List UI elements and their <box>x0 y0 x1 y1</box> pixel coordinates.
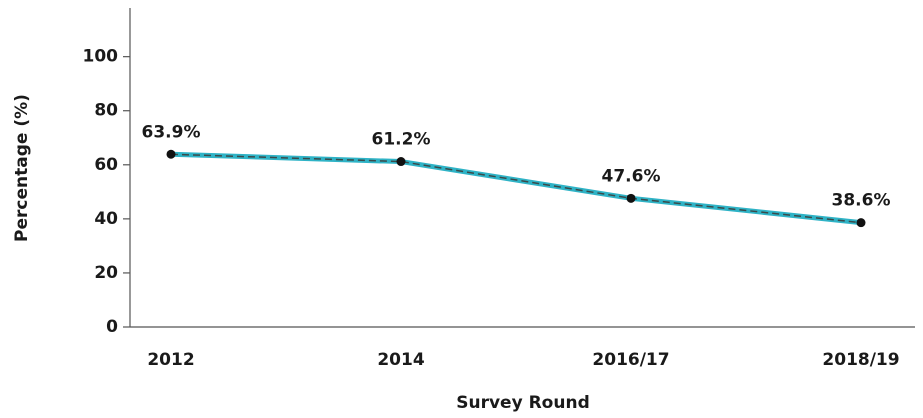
data-label: 47.6% <box>602 166 661 186</box>
x-axis-label: Survey Round <box>456 393 590 413</box>
marker <box>396 157 406 167</box>
x-tick-label: 2014 <box>377 350 424 370</box>
line-dash <box>170 153 862 224</box>
data-label: 63.9% <box>142 122 201 142</box>
y-axis-label: Percentage (%) <box>12 94 32 242</box>
marker <box>856 218 866 228</box>
data-label: 38.6% <box>832 191 891 211</box>
x-tick-label: 2012 <box>147 350 194 370</box>
y-tick-label: 60 <box>94 155 118 175</box>
x-tick-label: 2018/19 <box>822 350 899 370</box>
y-tick-label: 20 <box>94 263 118 283</box>
y-tick-label: 80 <box>94 101 118 121</box>
line <box>170 151 862 226</box>
y-tick-label: 40 <box>94 209 118 229</box>
marker <box>166 149 176 159</box>
data-label: 61.2% <box>372 130 431 150</box>
x-tick-label: 2016/17 <box>592 350 669 370</box>
y-tick-label: 0 <box>106 317 118 337</box>
y-tick-label: 100 <box>83 47 119 67</box>
marker <box>626 193 636 203</box>
